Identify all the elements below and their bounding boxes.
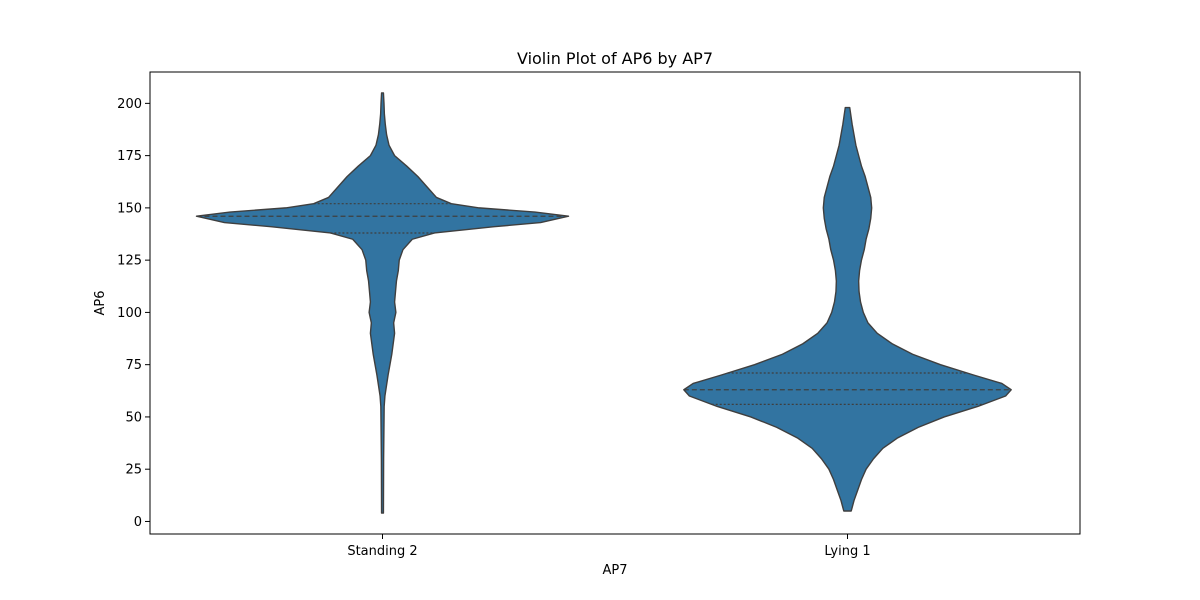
violin-body: [683, 106, 1012, 512]
y-tick-label: 0: [134, 515, 142, 530]
violin-body: [195, 92, 570, 514]
violin-2: [683, 106, 1012, 512]
y-tick-label: 175: [117, 149, 142, 164]
x-tick-label: Lying 1: [824, 544, 870, 559]
y-tick-label: 200: [117, 97, 142, 112]
y-axis-label: AP6: [93, 290, 108, 315]
chart-title: Violin Plot of AP6 by AP7: [517, 49, 713, 68]
y-tick-label: 75: [125, 358, 142, 373]
y-tick-label: 125: [117, 254, 142, 269]
y-tick-label: 100: [117, 306, 142, 321]
plot-frame: [149, 71, 1081, 535]
y-axis: 0 25 50 75 100 125 150 175 200: [117, 97, 150, 530]
y-tick-label: 50: [125, 410, 142, 425]
violin-1: [195, 92, 570, 514]
x-axis-label: AP7: [602, 563, 627, 578]
plot-area: [195, 92, 1012, 514]
y-tick-label: 25: [125, 463, 142, 478]
x-tick-label: Standing 2: [347, 544, 417, 559]
x-axis: Standing 2 Lying 1: [347, 534, 871, 559]
y-tick-label: 150: [117, 201, 142, 216]
